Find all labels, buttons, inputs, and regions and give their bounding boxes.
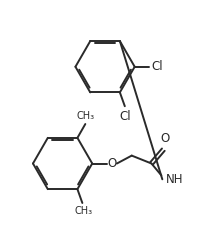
Text: CH₃: CH₃ [76,111,94,121]
Text: Cl: Cl [151,60,163,73]
Text: O: O [161,132,170,145]
Text: Cl: Cl [119,110,131,123]
Text: O: O [107,157,117,170]
Text: CH₃: CH₃ [74,206,92,216]
Text: NH: NH [166,173,184,186]
